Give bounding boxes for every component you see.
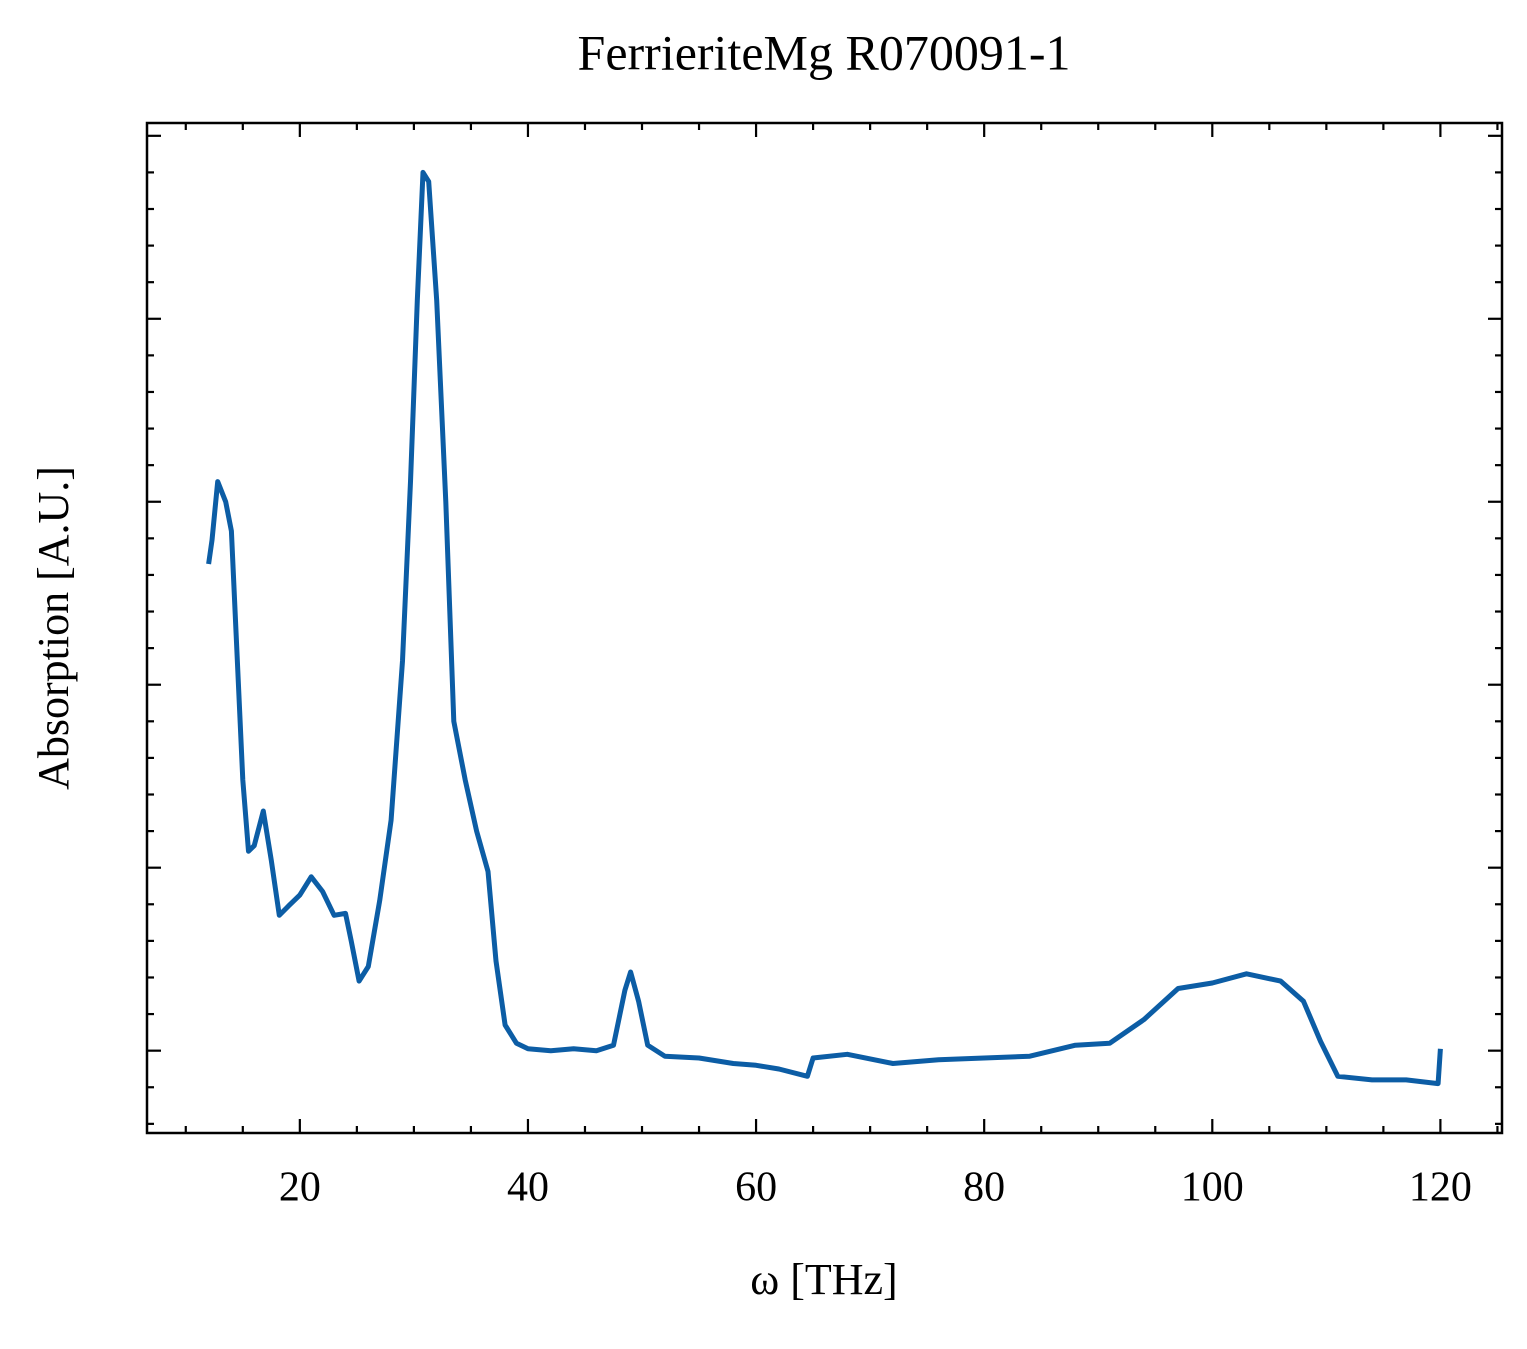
x-axis-label: ω [THz]: [750, 1255, 897, 1304]
x-tick-label: 80: [963, 1165, 1005, 1211]
x-tick-label: 120: [1409, 1165, 1472, 1211]
chart-title: FerrieriteMg R070091-1: [578, 24, 1071, 80]
y-axis-label: Absorption [A.U.]: [29, 466, 78, 790]
x-tick-label: 20: [279, 1165, 321, 1211]
x-tick-label: 60: [735, 1165, 777, 1211]
x-tick-label: 100: [1181, 1165, 1244, 1211]
x-tick-label: 40: [507, 1165, 549, 1211]
data-line: [206, 169, 1443, 1087]
plot-frame: [145, 121, 1504, 1135]
